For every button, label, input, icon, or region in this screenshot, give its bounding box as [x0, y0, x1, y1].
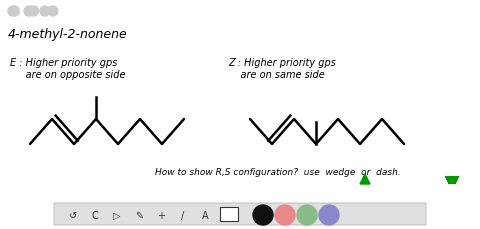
Circle shape [48, 7, 58, 17]
Text: 4-methyl-2-nonene: 4-methyl-2-nonene [8, 28, 128, 41]
Text: ▷: ▷ [113, 210, 121, 220]
Circle shape [10, 7, 19, 17]
Polygon shape [360, 174, 370, 184]
Circle shape [297, 205, 317, 225]
Circle shape [24, 7, 34, 17]
Text: are on opposite side: are on opposite side [10, 70, 125, 80]
Text: /: / [181, 210, 185, 220]
Text: Z : Higher priority gps: Z : Higher priority gps [228, 58, 336, 68]
Circle shape [8, 7, 18, 17]
Circle shape [253, 205, 273, 225]
Circle shape [40, 7, 50, 17]
FancyBboxPatch shape [220, 207, 238, 221]
Circle shape [29, 7, 38, 17]
Text: C: C [92, 210, 98, 220]
Text: How to show R,S configuration?  use  wedge  or  dash.: How to show R,S configuration? use wedge… [155, 167, 401, 176]
Text: +: + [157, 210, 165, 220]
Text: ✎: ✎ [135, 210, 143, 220]
Text: A: A [202, 210, 208, 220]
FancyBboxPatch shape [54, 203, 426, 225]
Text: E : Higher priority gps: E : Higher priority gps [10, 58, 118, 68]
Text: are on same side: are on same side [228, 70, 325, 80]
Circle shape [275, 205, 295, 225]
Circle shape [319, 205, 339, 225]
Text: ↺: ↺ [69, 210, 77, 220]
